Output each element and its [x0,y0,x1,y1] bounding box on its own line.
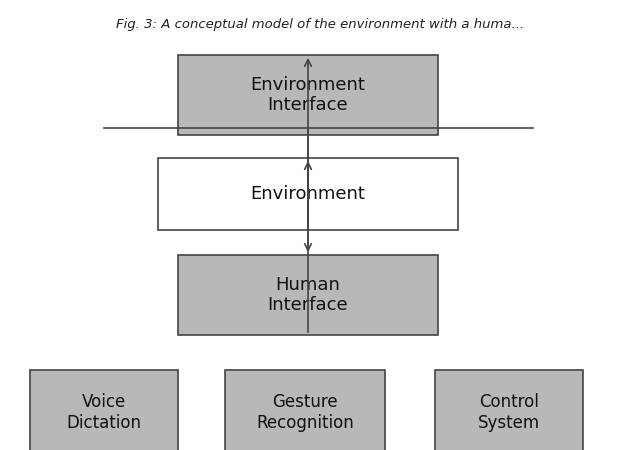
Text: Fig. 3: A conceptual model of the environment with a huma...: Fig. 3: A conceptual model of the enviro… [116,18,524,31]
Text: Environment: Environment [251,185,365,203]
Text: Voice
Dictation: Voice Dictation [67,393,141,432]
Bar [435,370,583,450]
Text: Environment
Interface: Environment Interface [251,76,365,114]
Text: Control
System: Control System [478,393,540,432]
Bar [178,55,438,135]
Bar [30,370,178,450]
Bar [158,158,458,230]
Bar [178,255,438,335]
Text: Gesture
Recognition: Gesture Recognition [256,393,354,432]
Text: Human
Interface: Human Interface [268,275,348,315]
Bar [225,370,385,450]
